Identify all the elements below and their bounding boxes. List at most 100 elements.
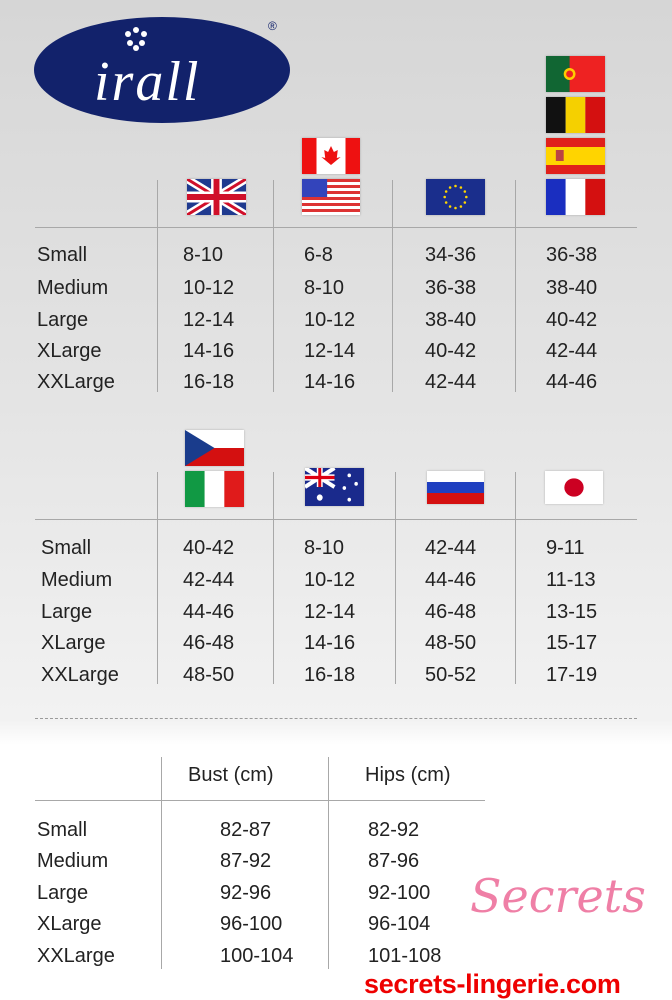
column-divider (157, 472, 158, 684)
size-value: 42-44 (425, 537, 477, 559)
size-value: 42-44 (183, 569, 235, 591)
header-divider (35, 227, 637, 228)
size-value: 38-40 (546, 277, 598, 299)
size-value: 96-100 (220, 913, 283, 935)
size-label: Medium (37, 277, 109, 299)
watermark-url: secrets-lingerie.com (364, 969, 621, 999)
size-value: 10-12 (304, 569, 356, 591)
size-label: XLarge (41, 632, 106, 654)
size-value: 16-18 (183, 371, 235, 393)
size-value: 44-46 (183, 601, 235, 623)
size-value: 42-44 (546, 340, 598, 362)
size-value: 10-12 (183, 277, 235, 299)
size-value: 8-10 (304, 537, 345, 559)
japan-flag (545, 471, 603, 504)
size-value: 14-16 (183, 340, 235, 362)
size-value: 42-44 (425, 371, 477, 393)
size-value: 40-42 (183, 537, 235, 559)
spain-flag (546, 138, 605, 174)
size-value: 92-96 (220, 882, 272, 904)
size-value: 36-38 (425, 277, 477, 299)
size-value: 82-92 (368, 819, 420, 841)
size-value: 40-42 (425, 340, 477, 362)
size-value: 82-87 (220, 819, 272, 841)
size-value: 34-36 (425, 244, 477, 266)
size-label: XXLarge (37, 945, 115, 967)
registered-mark: ® (268, 19, 277, 33)
france-flag (546, 179, 605, 215)
size-value: 87-96 (368, 850, 420, 872)
dashed-separator (35, 718, 637, 719)
column-divider (328, 757, 329, 969)
size-label: XXLarge (37, 371, 115, 393)
size-label: Small (41, 537, 92, 559)
size-value: 46-48 (183, 632, 235, 654)
size-label: XLarge (37, 340, 102, 362)
size-value: 10-12 (304, 309, 356, 331)
size-label: Medium (37, 850, 109, 872)
size-label: XXLarge (41, 664, 119, 686)
size-value: 44-46 (546, 371, 598, 393)
column-divider (273, 472, 274, 684)
size-value: 11-13 (546, 569, 596, 591)
size-value: 40-42 (546, 309, 598, 331)
size-value: 38-40 (425, 309, 477, 331)
size-label: Large (37, 882, 89, 904)
column-divider (515, 472, 516, 684)
belgium-flag (546, 97, 605, 133)
size-value: 9-11 (546, 537, 585, 559)
column-divider (392, 180, 393, 392)
size-value: 46-48 (425, 601, 477, 623)
size-label: Medium (41, 569, 113, 591)
size-label: XLarge (37, 913, 102, 935)
size-value: 17-19 (546, 664, 598, 686)
column-divider (515, 180, 516, 392)
size-value: 50-52 (425, 664, 477, 686)
size-value: 14-16 (304, 371, 356, 393)
size-value: 92-100 (368, 882, 431, 904)
size-value: 14-16 (304, 632, 356, 654)
portugal-flag (546, 56, 605, 92)
size-value: 36-38 (546, 244, 598, 266)
size-value: 100-104 (220, 945, 294, 967)
size-label: Large (37, 309, 89, 331)
size-label: Large (41, 601, 93, 623)
column-divider (395, 472, 396, 684)
size-value: 96-104 (368, 913, 431, 935)
czech-flag (185, 430, 244, 466)
size-value: 8-10 (304, 277, 345, 299)
size-value: 87-92 (220, 850, 272, 872)
russia-flag (427, 471, 484, 504)
header-divider (35, 800, 485, 801)
column-divider (161, 757, 162, 969)
irall-logo: irall (32, 16, 292, 124)
header-divider (35, 519, 637, 520)
brand-name: irall (94, 51, 200, 113)
canada-flag (302, 138, 360, 174)
italy-flag (185, 471, 244, 507)
size-value: 12-14 (304, 340, 356, 362)
size-value: 16-18 (304, 664, 356, 686)
column-divider (157, 180, 158, 392)
size-value: 13-15 (546, 601, 598, 623)
size-value: 48-50 (425, 632, 477, 654)
eu-flag (426, 179, 485, 215)
size-value: 44-46 (425, 569, 477, 591)
size-label: Small (37, 819, 88, 841)
hips-header: Hips (cm) (365, 764, 451, 786)
secrets-watermark-logo: Secrets (468, 860, 672, 930)
australia-flag (305, 468, 364, 506)
size-value: 8-10 (183, 244, 224, 266)
size-value: 12-14 (183, 309, 235, 331)
size-value: 6-8 (304, 244, 333, 266)
usa-flag (302, 179, 360, 215)
size-value: 48-50 (183, 664, 235, 686)
uk-flag (187, 179, 246, 215)
size-label: Small (37, 244, 88, 266)
size-value: 15-17 (546, 632, 598, 654)
size-value: 12-14 (304, 601, 356, 623)
column-divider (273, 180, 274, 392)
bust-header: Bust (cm) (188, 764, 274, 786)
watermark-script: Secrets (470, 869, 646, 923)
